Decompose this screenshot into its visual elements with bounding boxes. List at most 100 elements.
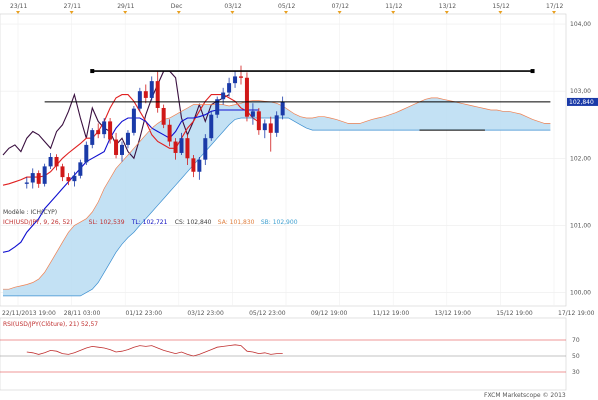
legend: ICH(USD/JPY, 9, 26, 52) SL: 102,539 TL: 10…	[3, 219, 298, 226]
ichimoku-cloud	[3, 97, 551, 296]
candle-body	[227, 83, 232, 93]
candle-body	[268, 123, 273, 133]
candle-body	[185, 138, 190, 159]
level-handle	[530, 69, 535, 74]
candle-body	[84, 144, 89, 163]
candle-body	[36, 173, 41, 184]
candle-body	[131, 108, 136, 133]
legend-entry: CS: 102,840	[175, 219, 212, 226]
top-date-label: 27/11	[64, 3, 81, 10]
candle-body	[197, 159, 202, 172]
cloud-fill	[3, 97, 551, 296]
legend-entry: TL: 102,721	[131, 219, 168, 226]
bottom-date-label: 13/12 19:00	[434, 310, 471, 317]
price-tick-label: 104,00	[570, 21, 591, 28]
candle-body	[155, 81, 160, 108]
bottom-date-label: 28/11 03:00	[64, 310, 101, 317]
rsi-line	[26, 344, 283, 357]
candle-body	[191, 158, 196, 172]
candle-body	[137, 91, 142, 109]
candles	[24, 65, 285, 189]
bottom-date-label: 03/12 23:00	[187, 310, 224, 317]
candle-body	[274, 115, 279, 133]
candle-body	[78, 162, 83, 176]
date-marker-icon	[123, 11, 128, 14]
candle-body	[161, 107, 166, 125]
date-marker-icon	[391, 11, 396, 14]
top-date-label: 15/12	[492, 3, 509, 10]
date-marker-icon	[284, 11, 288, 14]
candle-body	[102, 121, 107, 135]
drawn-levels	[44, 69, 551, 131]
watermark: FXCM Marketscope © 2013	[484, 392, 566, 399]
axes: 104,00 103,00 102,00 101,00 100,00 23/11 27/11…	[2, 3, 598, 317]
candle-body	[215, 99, 220, 115]
date-marker-icon	[552, 11, 556, 14]
bottom-date-label: 22/11/2013 19:00	[2, 310, 56, 317]
current-price-label: 102,840	[569, 99, 594, 106]
candle-body	[30, 173, 35, 183]
top-date-label: Dec	[171, 3, 183, 10]
senkou_a-line	[3, 97, 551, 290]
price-tick-label: 100,00	[570, 290, 591, 297]
legend-entry: SA: 101,830	[218, 219, 255, 226]
top-date-label: 29/11	[117, 3, 134, 10]
candle-body	[125, 132, 130, 145]
top-date-label: 23/11	[10, 3, 27, 10]
top-date-label: 13/12	[439, 3, 456, 10]
candle-body	[114, 139, 119, 155]
candle-body	[72, 175, 77, 182]
rsi-level-label: 70	[572, 337, 580, 344]
bottom-date-label: 01/12 23:00	[126, 310, 163, 317]
candle-body	[120, 144, 124, 155]
date-marker-icon	[16, 11, 20, 14]
candle-body	[108, 121, 113, 140]
candle-body	[143, 91, 148, 98]
bottom-date-label: 15/12 19:00	[496, 310, 533, 317]
legend-entry: SB: 102,900	[261, 219, 298, 226]
candle-body	[280, 101, 285, 116]
candle-body	[179, 138, 184, 153]
candle-body	[262, 123, 267, 131]
rsi-plot: 70 50 30	[0, 337, 580, 376]
rsi-panel	[0, 317, 567, 391]
date-marker-icon	[337, 11, 342, 14]
candle-body	[54, 156, 59, 167]
price-tick-label: 103,00	[570, 88, 591, 95]
candle-body	[149, 81, 154, 98]
price-tick-label: 102,00	[570, 155, 591, 162]
candle-body	[167, 124, 172, 142]
candle-body	[256, 111, 261, 131]
candle-body	[90, 130, 95, 145]
instrument-label: Modèle : ICH(CYP)	[3, 209, 57, 216]
legend-entry: SL: 102,539	[89, 219, 125, 226]
candle-body	[66, 177, 71, 182]
top-date-label: 03/12	[224, 3, 241, 10]
date-marker-icon	[176, 11, 181, 14]
date-marker-icon	[498, 11, 503, 14]
candle-body	[42, 166, 47, 184]
bottom-date-label: 05/12 23:00	[249, 310, 286, 317]
candle-body	[96, 130, 101, 135]
candle-body	[60, 166, 65, 178]
candle-body	[209, 114, 214, 139]
bottom-date-label: 17/12 19:00	[558, 310, 595, 317]
candle-body	[233, 76, 238, 84]
candle-body	[203, 138, 208, 160]
candle-body	[24, 182, 29, 184]
date-marker-icon	[69, 11, 74, 14]
bottom-date-label: 11/12 19:00	[373, 310, 410, 317]
level-handle	[90, 69, 95, 74]
date-marker-icon	[444, 11, 449, 14]
candle-body	[244, 77, 249, 117]
top-date-label: 11/12	[385, 3, 402, 10]
candle-body	[173, 141, 178, 153]
legend-entry: ICH(USD/JPY, 9, 26, 52)	[3, 219, 72, 226]
candle-body	[48, 156, 53, 167]
bottom-date-label: 09/12 19:00	[311, 310, 348, 317]
candle-body	[239, 76, 243, 78]
rsi-level-label: 50	[572, 353, 580, 360]
date-marker-icon	[230, 11, 235, 14]
